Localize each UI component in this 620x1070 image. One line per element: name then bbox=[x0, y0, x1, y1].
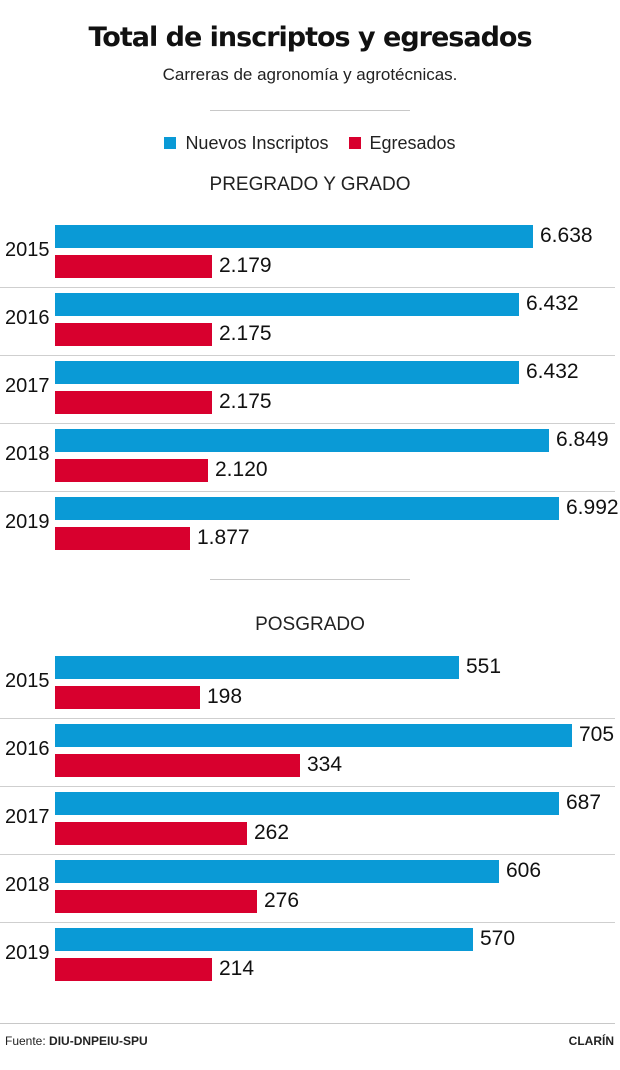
bar-inscriptos-2015 bbox=[55, 656, 459, 679]
bar-egresados-2017 bbox=[55, 391, 212, 414]
value-label-inscriptos-2016: 705 bbox=[579, 723, 615, 746]
bar-inscriptos-2015 bbox=[55, 225, 533, 248]
bar-egresados-2018 bbox=[55, 459, 208, 482]
bar-egresados-2015 bbox=[55, 686, 200, 709]
row-separator bbox=[0, 491, 615, 492]
middle-divider bbox=[210, 579, 410, 580]
value-label-egresados-2017: 2.175 bbox=[219, 390, 272, 413]
chart-title: Total de inscriptos y egresados bbox=[88, 22, 532, 53]
value-label-egresados-2016: 334 bbox=[307, 753, 343, 776]
bar-inscriptos-2016 bbox=[55, 724, 572, 747]
row-separator bbox=[0, 287, 615, 288]
bar-egresados-2017 bbox=[55, 822, 247, 845]
bar-egresados-2018 bbox=[55, 890, 257, 913]
brand-logo: CLARÍN bbox=[568, 1034, 614, 1048]
value-label-inscriptos-2017: 6.432 bbox=[526, 360, 579, 383]
value-label-inscriptos-2016: 6.432 bbox=[526, 292, 579, 315]
bar-egresados-2015 bbox=[55, 255, 212, 278]
bar-inscriptos-2019 bbox=[55, 928, 473, 951]
footer-divider bbox=[0, 1023, 615, 1024]
row-separator bbox=[0, 355, 615, 356]
source-note: Fuente: DIU-DNPEIU-SPU bbox=[5, 1034, 148, 1048]
legend-swatch-egresados bbox=[348, 137, 361, 149]
value-label-inscriptos-2019: 6.992 bbox=[566, 496, 619, 519]
year-label: 2019 bbox=[5, 942, 50, 964]
value-label-egresados-2015: 2.179 bbox=[219, 254, 272, 277]
value-label-inscriptos-2018: 606 bbox=[506, 859, 542, 882]
value-label-egresados-2017: 262 bbox=[254, 821, 290, 844]
value-label-egresados-2016: 2.175 bbox=[219, 322, 272, 345]
legend: Nuevos Inscriptos Egresados bbox=[0, 133, 620, 153]
legend-swatch-inscriptos bbox=[164, 137, 177, 149]
value-label-inscriptos-2015: 6.638 bbox=[540, 224, 593, 247]
value-label-inscriptos-2015: 551 bbox=[466, 655, 502, 678]
row-separator bbox=[0, 854, 615, 855]
year-label: 2015 bbox=[5, 670, 50, 692]
legend-item-inscriptos: Nuevos Inscriptos bbox=[164, 132, 329, 154]
legend-label-inscriptos: Nuevos Inscriptos bbox=[185, 132, 329, 153]
row-separator bbox=[0, 786, 615, 787]
value-label-inscriptos-2017: 687 bbox=[566, 791, 602, 814]
value-label-inscriptos-2019: 570 bbox=[480, 927, 516, 950]
value-label-egresados-2019: 214 bbox=[219, 957, 255, 980]
row-separator bbox=[0, 718, 615, 719]
value-label-egresados-2015: 198 bbox=[207, 685, 243, 708]
year-label: 2017 bbox=[5, 806, 50, 828]
bar-egresados-2019 bbox=[55, 958, 212, 981]
source-prefix: Fuente: bbox=[5, 1034, 50, 1048]
bar-egresados-2016 bbox=[55, 754, 300, 777]
section-title-posgrado: POSGRADO bbox=[255, 614, 365, 635]
bar-inscriptos-2017 bbox=[55, 361, 519, 384]
year-label: 2015 bbox=[5, 239, 50, 261]
value-label-inscriptos-2018: 6.849 bbox=[556, 428, 609, 451]
bar-inscriptos-2018 bbox=[55, 429, 549, 452]
legend-item-egresados: Egresados bbox=[348, 132, 456, 154]
value-label-egresados-2018: 2.120 bbox=[215, 458, 268, 481]
bar-inscriptos-2019 bbox=[55, 497, 559, 520]
bar-egresados-2019 bbox=[55, 527, 190, 550]
bar-inscriptos-2018 bbox=[55, 860, 499, 883]
year-label: 2018 bbox=[5, 443, 50, 465]
year-label: 2017 bbox=[5, 375, 50, 397]
top-divider bbox=[210, 110, 410, 111]
row-separator bbox=[0, 922, 615, 923]
source-name: DIU-DNPEIU-SPU bbox=[49, 1034, 148, 1048]
year-label: 2018 bbox=[5, 874, 50, 896]
chart-subtitle: Carreras de agronomía y agrotécnicas. bbox=[162, 65, 458, 84]
year-label: 2016 bbox=[5, 307, 50, 329]
legend-label-egresados: Egresados bbox=[369, 132, 456, 153]
bar-inscriptos-2016 bbox=[55, 293, 519, 316]
section-title-pregrado: PREGRADO Y GRADO bbox=[209, 174, 411, 195]
value-label-egresados-2019: 1.877 bbox=[197, 526, 250, 549]
bar-inscriptos-2017 bbox=[55, 792, 559, 815]
bar-egresados-2016 bbox=[55, 323, 212, 346]
row-separator bbox=[0, 423, 615, 424]
year-label: 2016 bbox=[5, 738, 50, 760]
value-label-egresados-2018: 276 bbox=[264, 889, 300, 912]
year-label: 2019 bbox=[5, 511, 50, 533]
